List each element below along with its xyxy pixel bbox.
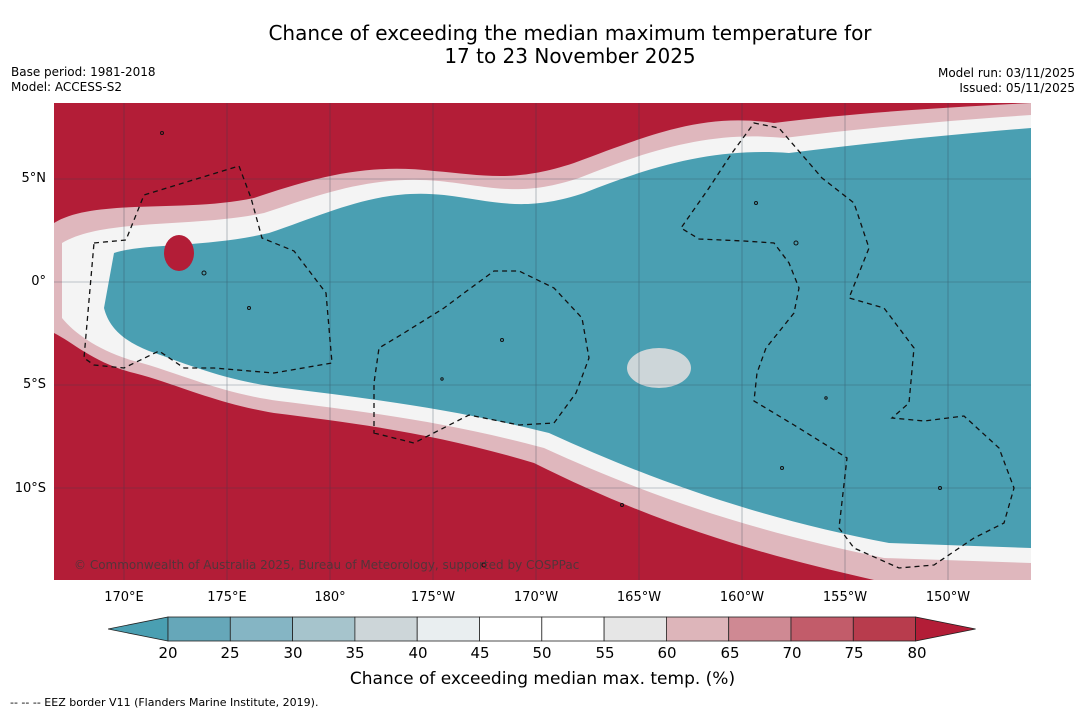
colorbar-label-80: 80	[907, 644, 927, 662]
colorbar-segment	[541, 616, 605, 642]
colorbar-label-70: 70	[782, 644, 802, 662]
colorbar-segment	[354, 616, 418, 642]
lon-tick-165w: 165°W	[616, 590, 662, 605]
colorbar-label-55: 55	[595, 644, 615, 662]
probability-field	[54, 103, 1031, 580]
cool-patch-interior	[627, 348, 691, 388]
colorbar-title: Chance of exceeding median max. temp. (%…	[349, 669, 736, 689]
meta-left: Base period: 1981-2018 Model: ACCESS-S2	[11, 65, 156, 95]
title-line-2: 17 to 23 November 2025	[444, 44, 696, 68]
issued-date: Issued: 05/11/2025	[959, 81, 1075, 95]
lat-tick-10s: 10°S	[14, 481, 46, 496]
forecast-map: © Commonwealth of Australia 2025, Bureau…	[54, 103, 1031, 580]
band-cool	[104, 128, 1031, 548]
colorbar-label-75: 75	[844, 644, 864, 662]
model-run: Model run: 03/11/2025	[937, 66, 1075, 80]
colorbar-segment	[790, 616, 854, 642]
lon-tick-170w: 170°W	[513, 590, 559, 605]
colorbar-segment	[167, 616, 231, 642]
lon-tick-175e: 175°E	[207, 590, 247, 605]
colorbar-segment	[416, 616, 480, 642]
colorbar	[108, 616, 976, 642]
eez-kiribati-west	[83, 165, 333, 374]
model-name: Model: ACCESS-S2	[11, 80, 123, 94]
colorbar-label-45: 45	[470, 644, 490, 662]
colorbar-segment	[229, 616, 294, 642]
lat-tick-5n: 5°N	[21, 171, 47, 186]
lon-tick-155w: 155°W	[822, 590, 868, 605]
colorbar-label-30: 30	[283, 644, 303, 662]
colorbar-label-25: 25	[220, 644, 240, 662]
lon-tick-175w: 175°W	[410, 590, 456, 605]
colorbar-segment	[292, 616, 356, 642]
copyright-notice: © Commonwealth of Australia 2025, Bureau…	[74, 558, 580, 572]
eez-borders	[83, 122, 1015, 569]
title-line-1: Chance of exceeding the median maximum t…	[268, 21, 872, 45]
colorbar-label-50: 50	[532, 644, 552, 662]
colorbar-segment	[666, 616, 730, 642]
colorbar-label-20: 20	[158, 644, 178, 662]
meta-right: Model run: 03/11/2025 Issued: 05/11/2025	[938, 66, 1075, 96]
colorbar-segment	[728, 616, 792, 642]
colorbar-label-35: 35	[345, 644, 365, 662]
colorbar-extend-low	[108, 616, 169, 642]
colorbar-segment	[852, 616, 916, 642]
lon-tick-180: 180°	[314, 590, 346, 605]
colorbar-label-65: 65	[720, 644, 740, 662]
gridlines	[54, 103, 1031, 580]
eez-phoenix	[373, 270, 590, 444]
eez-footnote: -- -- -- EEZ border V11 (Flanders Marine…	[10, 696, 319, 709]
lon-tick-170e: 170°E	[104, 590, 144, 605]
lat-tick-0: 0°	[31, 274, 46, 289]
map-svg	[54, 103, 1031, 580]
colorbar-segment	[479, 616, 543, 642]
eez-line-islands	[680, 122, 1015, 569]
colorbar-label-60: 60	[657, 644, 677, 662]
colorbar-segment	[603, 616, 667, 642]
base-period: Base period: 1981-2018	[11, 65, 156, 79]
lon-tick-150w: 150°W	[925, 590, 971, 605]
islands	[160, 131, 942, 568]
colorbar-extend-high	[915, 616, 976, 642]
lat-tick-5s: 5°S	[22, 377, 46, 392]
colorbar-label-40: 40	[408, 644, 428, 662]
lon-tick-160w: 160°W	[719, 590, 765, 605]
colorbar-segments	[108, 616, 976, 642]
warm-patch-west	[164, 235, 194, 271]
chart-title: Chance of exceeding the median maximum t…	[0, 22, 1085, 68]
